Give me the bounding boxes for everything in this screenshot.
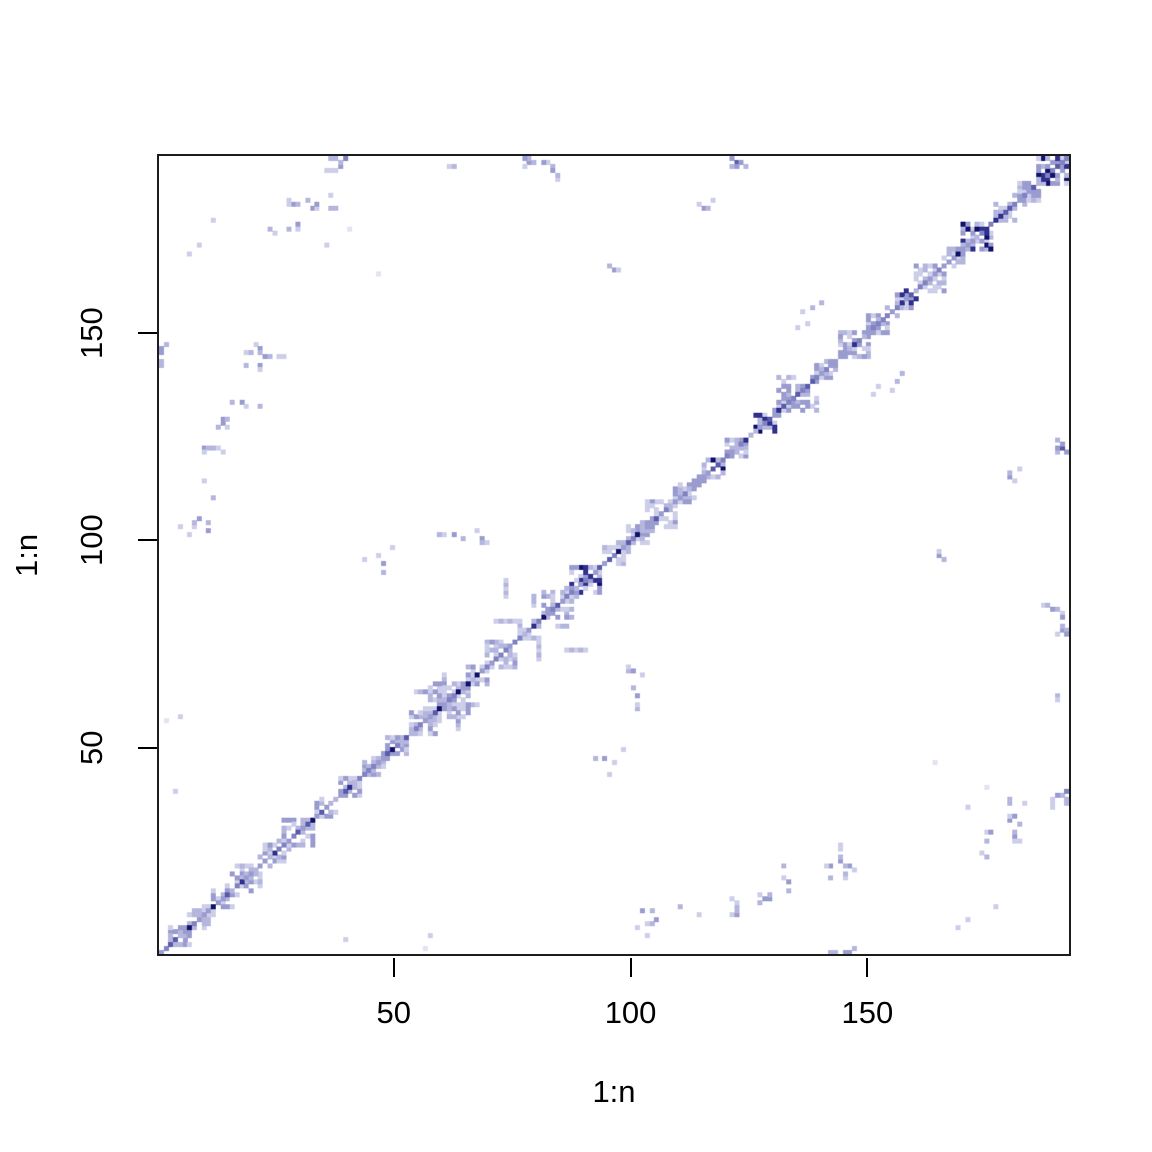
y-tick-mark: [138, 331, 157, 334]
y-tick-mark: [138, 539, 157, 542]
heatmap-canvas: [159, 156, 1069, 954]
x-tick-mark: [866, 958, 869, 977]
x-tick-mark: [392, 958, 395, 977]
x-tick-label: 50: [376, 995, 412, 1030]
x-tick-mark: [629, 958, 632, 977]
y-axis-label: 1:n: [9, 533, 44, 577]
x-tick-label: 100: [604, 995, 657, 1030]
x-tick-label: 150: [841, 995, 894, 1030]
y-tick-mark: [138, 747, 157, 750]
x-axis-label: 1:n: [592, 1074, 636, 1109]
y-tick-label: 150: [74, 306, 109, 359]
y-tick-label: 100: [74, 514, 109, 567]
plot-area: [157, 154, 1071, 956]
y-tick-label: 50: [74, 730, 109, 766]
